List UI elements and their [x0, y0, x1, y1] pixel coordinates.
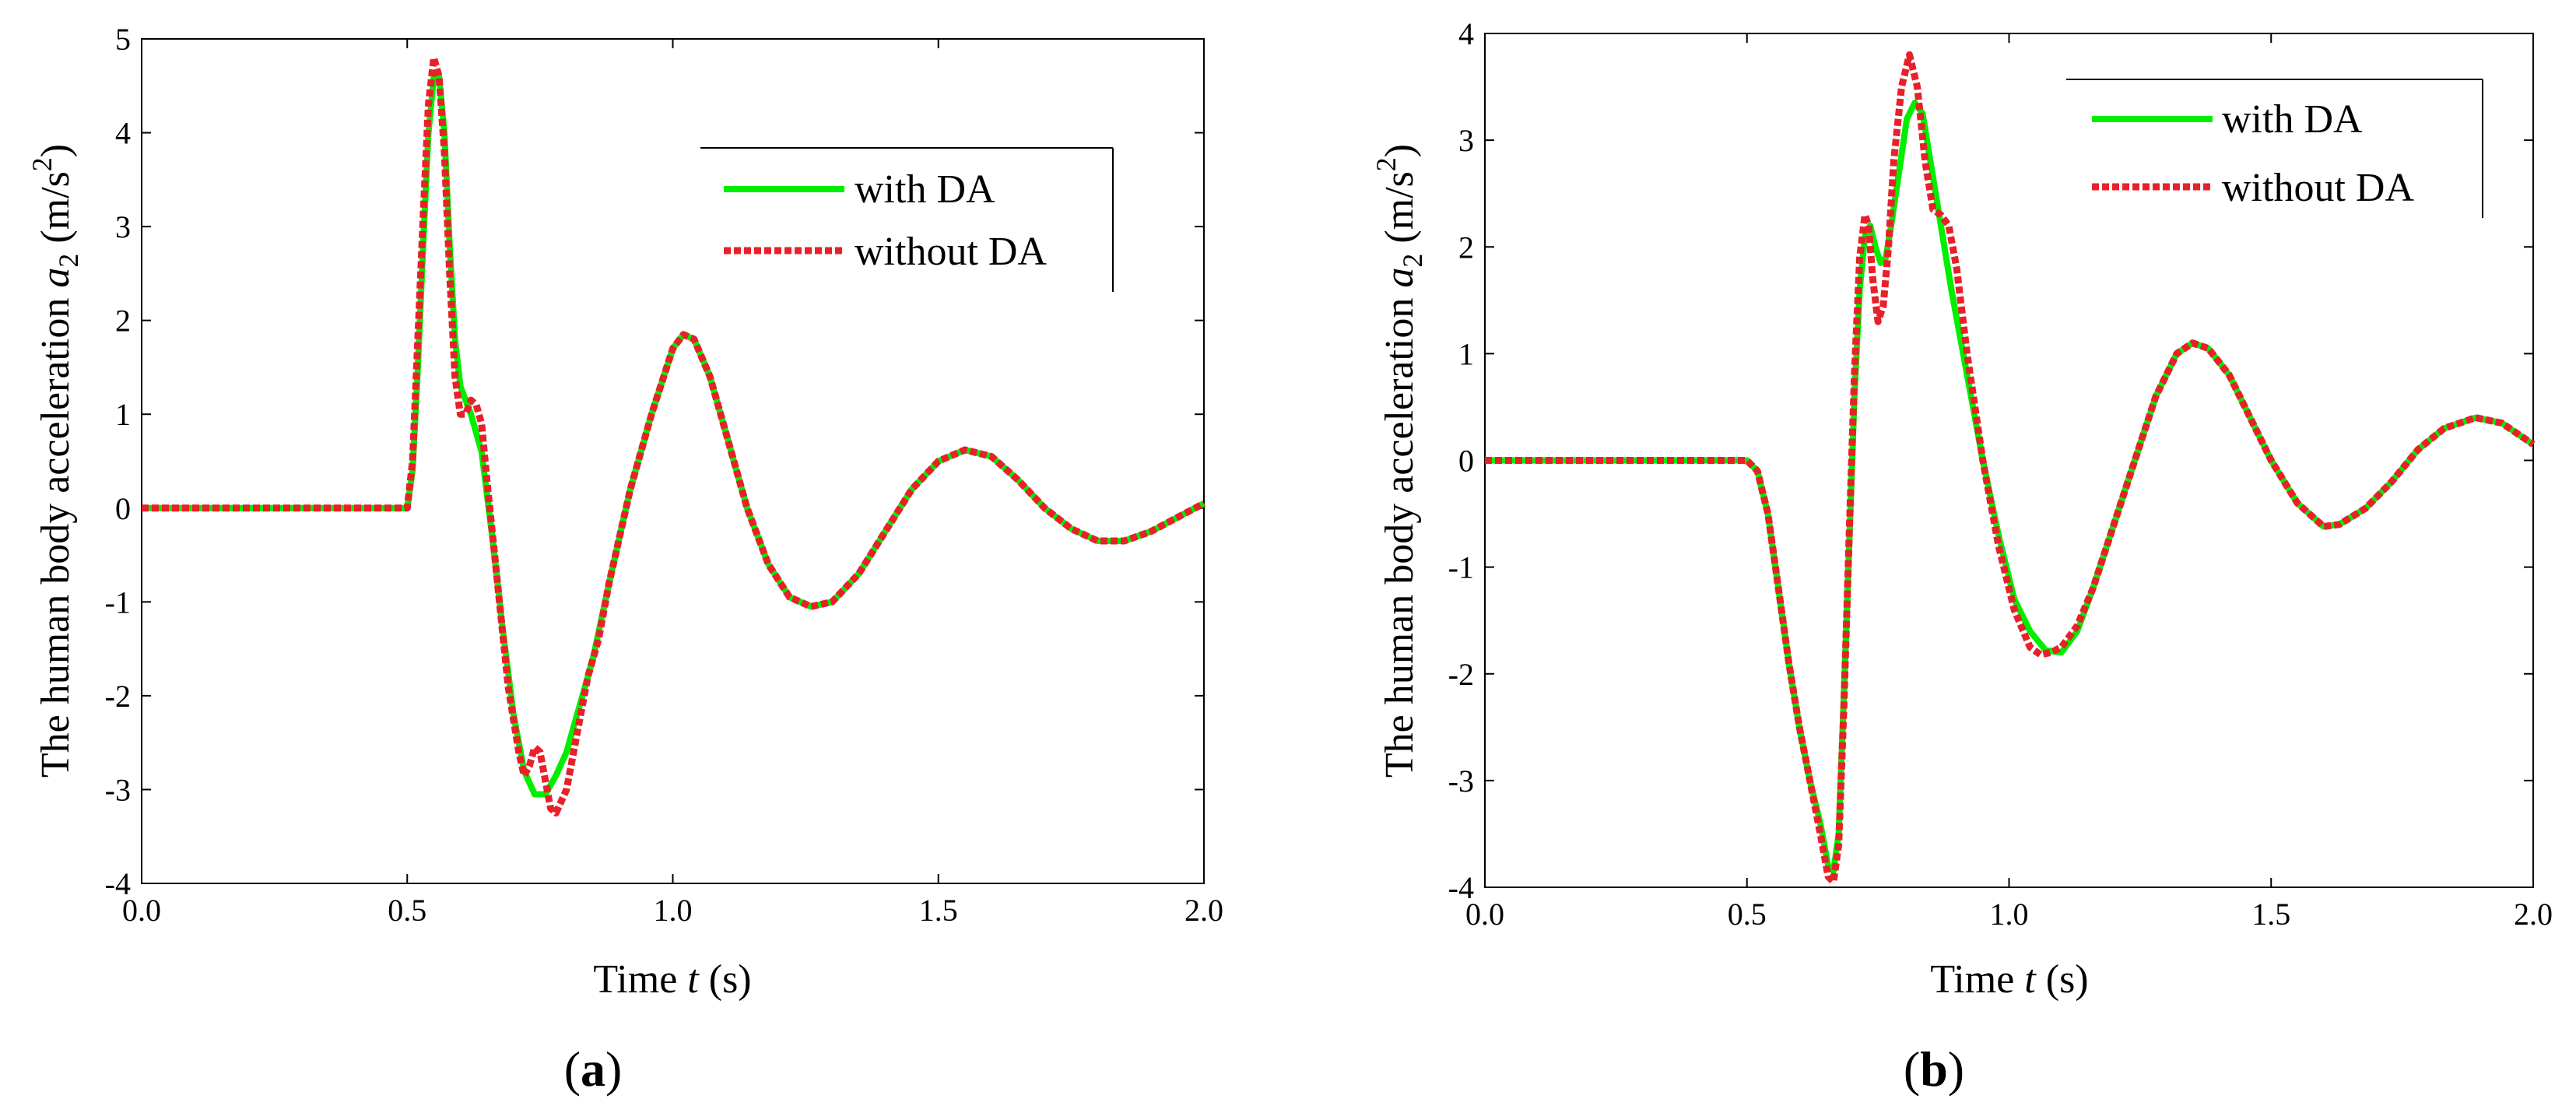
x-tick-labels-a: 0.0 0.5 1.0 1.5 2.0: [122, 893, 1223, 928]
series-line-without-da-a: [142, 54, 1206, 817]
y-axis-title-b: The human body acceleration a2 (m/s2): [1370, 144, 1428, 778]
legend-label-without-da-a: without DA: [855, 230, 1047, 274]
series-layer-a: [142, 54, 1206, 817]
y-tick-label: -2: [1448, 657, 1474, 692]
x-tick-label: 0.0: [1465, 897, 1504, 932]
y-tick-label: 3: [115, 209, 131, 244]
y-tick-label: 3: [1458, 123, 1474, 158]
x-tick-labels-b: 0.0 0.5 1.0 1.5 2.0: [1465, 897, 2553, 932]
legend-b: with DA without DA: [2066, 79, 2483, 218]
x-axis-title-b: Time t (s): [1930, 957, 2088, 1002]
legend-box-b: [2066, 79, 2483, 218]
y-tick-label: -1: [105, 585, 131, 620]
y-tick-label: 1: [115, 397, 131, 432]
legend-label-with-da-a: with DA: [855, 167, 995, 212]
y-axis-title-a: The human body acceleration a2 (m/s2): [26, 144, 84, 778]
y-tick-label: -4: [1448, 870, 1474, 905]
y-tick-labels-a: -4 -3 -2 -1 0 1 2 3 4 5: [105, 22, 131, 901]
x-tick-label: 1.0: [654, 893, 693, 928]
x-tick-label: 0.0: [122, 893, 161, 928]
y-tick-label: 0: [115, 491, 131, 526]
y-tick-label: 5: [115, 22, 131, 57]
chart-panel-b: 0.0 0.5 1.0 1.5 2.0 -4 -3 -2 -1 0 1 2 3 4 with DA wi…: [1370, 16, 2553, 1097]
y-tick-label: 4: [1458, 16, 1474, 51]
y-tick-label: -1: [1448, 550, 1474, 585]
y-tick-label: 2: [115, 304, 131, 339]
legend-a: with DA without DA: [700, 147, 1114, 292]
series-layer-b: [1485, 51, 2536, 886]
panel-label-b: (b): [1904, 1041, 1964, 1097]
y-tick-label: -4: [105, 866, 131, 901]
chart-panel-a: 0.0 0.5 1.0 1.5 2.0 -4 -3 -2 -1 0 1 2 3 4 5 with DA w…: [26, 22, 1223, 1097]
y-tick-label: -2: [105, 679, 131, 714]
y-tick-label: 0: [1458, 444, 1474, 479]
y-tick-label: 4: [115, 116, 131, 151]
x-tick-label: 2.0: [2514, 897, 2553, 932]
legend-label-without-da-b: without DA: [2222, 166, 2414, 210]
legend-box-a: [700, 148, 1113, 292]
x-tick-label: 2.0: [1184, 893, 1223, 928]
tick-marks-a: [141, 38, 1205, 884]
x-tick-label: 1.5: [2251, 897, 2290, 932]
y-tick-label: -3: [1448, 764, 1474, 799]
legend-label-with-da-b: with DA: [2222, 97, 2363, 142]
x-axis-title-a: Time t (s): [593, 957, 751, 1002]
series-line-without-da-b: [1485, 51, 2536, 886]
y-tick-label: 1: [1458, 336, 1474, 371]
x-tick-label: 1.0: [1990, 897, 2029, 932]
x-tick-label: 1.5: [919, 893, 958, 928]
x-tick-label: 0.5: [388, 893, 426, 928]
y-tick-labels-b: -4 -3 -2 -1 0 1 2 3 4: [1448, 16, 1474, 905]
series-line-with-da-b: [1485, 100, 2536, 875]
y-tick-label: 2: [1458, 230, 1474, 265]
panel-label-a: (a): [564, 1041, 623, 1097]
x-tick-label: 0.5: [1728, 897, 1767, 932]
tick-marks-b: [1484, 33, 2534, 888]
y-tick-label: -3: [105, 772, 131, 807]
